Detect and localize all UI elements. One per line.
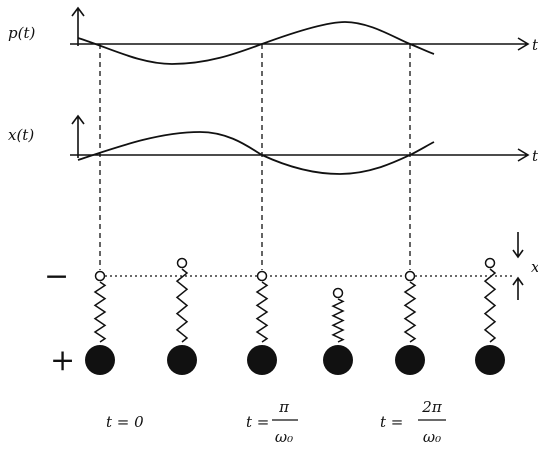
- spring: [403, 281, 417, 343]
- spring-end: [332, 287, 344, 299]
- spring: [255, 281, 269, 343]
- spring: [483, 268, 497, 343]
- p-axis-label: p(t): [8, 24, 35, 42]
- time-numerator: 2π: [421, 398, 443, 416]
- marker-arrow: [512, 232, 524, 259]
- x-marker-label: x: [531, 258, 538, 276]
- time-denominator: ω₀: [275, 428, 293, 446]
- mass: [247, 345, 277, 375]
- minus-sign: −: [44, 259, 69, 294]
- spring: [93, 281, 107, 343]
- spring: [175, 268, 189, 343]
- time-numerator: π: [278, 398, 290, 416]
- spring-end: [176, 257, 188, 269]
- spring-end: [484, 257, 496, 269]
- spring-end: [256, 270, 268, 282]
- spring-end: [94, 270, 106, 282]
- p-curve: [77, 21, 435, 65]
- time-denominator: ω₀: [423, 428, 441, 446]
- time-prefix: t =: [246, 413, 269, 431]
- mass: [395, 345, 425, 375]
- x-axis-label: x(t): [8, 126, 34, 144]
- mass: [475, 345, 505, 375]
- t-axis-label: t: [532, 147, 538, 165]
- spring-end: [404, 270, 416, 282]
- mass: [167, 345, 197, 375]
- x-time-axis: [70, 148, 530, 162]
- p-time-axis: [70, 37, 530, 51]
- marker-arrow: [512, 276, 524, 300]
- spring: [331, 298, 345, 343]
- t-axis-label: t: [532, 36, 538, 54]
- mass: [323, 345, 353, 375]
- p-vertical-axis: [71, 6, 85, 46]
- time-label: t = 0: [106, 413, 144, 431]
- time-prefix: t =: [380, 413, 403, 431]
- x-curve: [77, 131, 435, 175]
- x-vertical-axis: [71, 114, 85, 158]
- mass: [85, 345, 115, 375]
- springs: [85, 257, 505, 375]
- plus-sign: +: [50, 343, 75, 378]
